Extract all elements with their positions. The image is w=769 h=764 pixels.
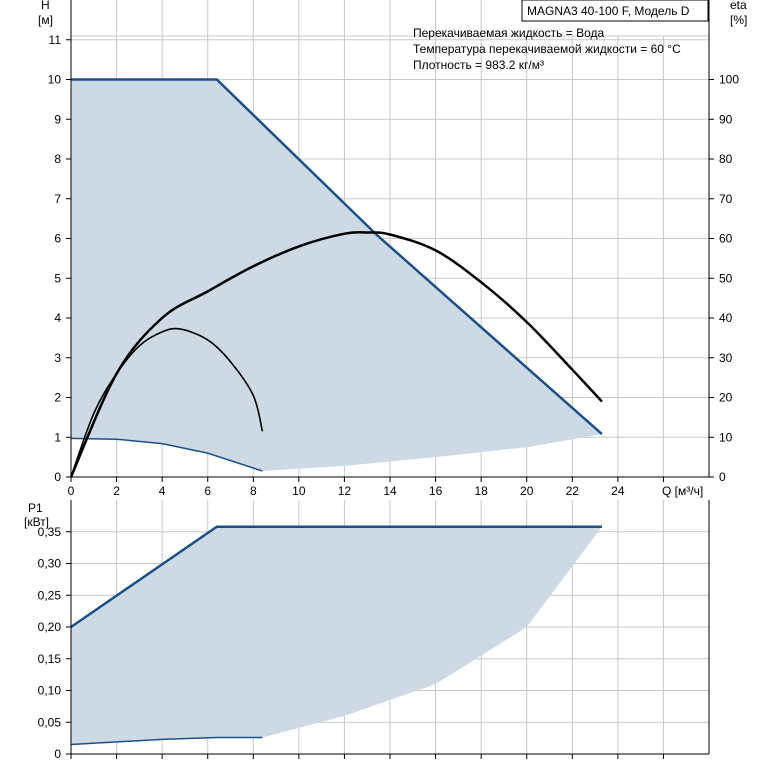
- top-envelope-area: [71, 79, 602, 477]
- p1-tick-label: 0,35: [38, 525, 62, 539]
- q-tick-label: 6: [204, 484, 211, 498]
- eta-tick-label: 50: [719, 271, 733, 285]
- h-tick-label: 7: [54, 192, 61, 206]
- p1-tick-label: 0,30: [38, 557, 62, 571]
- q-tick-label: 14: [383, 484, 397, 498]
- q-tick-label: 12: [338, 484, 352, 498]
- q-tick-label: 16: [429, 484, 443, 498]
- h-axis-unit: [м]: [38, 13, 53, 27]
- eta-tick-label: 20: [719, 391, 733, 405]
- q-tick-label: 24: [611, 484, 625, 498]
- h-tick-label: 2: [54, 391, 61, 405]
- top-series: [69, 78, 603, 478]
- q-tick-label: 8: [250, 484, 257, 498]
- h-tick-label: 5: [54, 271, 61, 285]
- q-tick-label: 2: [113, 484, 120, 498]
- h-tick-label: 1: [54, 430, 61, 444]
- q-tick-label: 18: [474, 484, 488, 498]
- power-envelope-area: [71, 526, 602, 745]
- eta-tick-label: 70: [719, 192, 733, 206]
- h-tick-label: 9: [54, 112, 61, 126]
- bottom-axes: 0 0,05 0,10 0,15 0,20 0,25 0,30 0,35: [38, 500, 710, 761]
- eta-axis-unit: [%]: [730, 13, 747, 27]
- max-speed-head-curve: [71, 78, 603, 436]
- info-line-density: Плотность = 983.2 кг/м³: [413, 58, 544, 72]
- model-box: [521, 0, 709, 22]
- eta-tick-label: 100: [719, 73, 739, 87]
- info-line-temperature: Температура перекачиваемой жидкости = 60…: [413, 42, 681, 56]
- eta-tick-label: 90: [719, 112, 733, 126]
- min-speed-efficiency-curve: [70, 327, 264, 478]
- p1-tick-label: 0,05: [38, 715, 62, 729]
- q-tick-label: 20: [520, 484, 534, 498]
- model-label: MAGNA3 40-100 F, Модель D: [527, 4, 690, 18]
- min-speed-power-curve: [70, 736, 263, 746]
- h-tick-label: 10: [48, 73, 62, 87]
- max-speed-power-curve: [70, 525, 602, 629]
- info-block: MAGNA3 40-100 F, Модель D Перекачиваемая…: [413, 0, 709, 72]
- q-tick-label: 4: [159, 484, 166, 498]
- max-speed-efficiency-curve: [69, 230, 603, 478]
- h-tick-label: 3: [54, 351, 61, 365]
- eta-axis-label: eta: [730, 0, 747, 12]
- h-tick-label: 8: [54, 152, 61, 166]
- eta-tick-label: 40: [719, 311, 733, 325]
- eta-tick-label: 0: [719, 470, 726, 484]
- info-line-fluid: Перекачиваемая жидкость = Вода: [413, 26, 605, 40]
- q-tick-label: 22: [566, 484, 580, 498]
- h-tick-label: 11: [49, 33, 62, 47]
- min-speed-head-curve: [70, 437, 263, 472]
- p1-axis-label: P1: [28, 501, 43, 515]
- p1-tick-label: 0: [54, 747, 61, 761]
- eta-tick-label: 10: [719, 430, 733, 444]
- axis-titles: H [м] eta [%] Q [м³/ч] P1 [кВт]: [24, 0, 747, 529]
- h-tick-label: 0: [54, 470, 61, 484]
- bottom-series: [70, 525, 602, 746]
- q-tick-label: 10: [292, 484, 306, 498]
- h-tick-label: 6: [54, 232, 61, 246]
- p1-tick-label: 0,15: [38, 652, 62, 666]
- eta-tick-label: 80: [719, 152, 733, 166]
- q-axis-label: Q [м³/ч]: [662, 484, 703, 498]
- p1-tick-label: 0,25: [38, 588, 62, 602]
- p1-tick-label: 0,20: [38, 620, 62, 634]
- p1-tick-label: 0,10: [38, 684, 62, 698]
- h-axis-label: H: [41, 0, 50, 12]
- eta-tick-label: 30: [719, 351, 733, 365]
- eta-tick-label: 60: [719, 232, 733, 246]
- h-tick-label: 4: [54, 311, 61, 325]
- q-tick-label: 0: [68, 484, 75, 498]
- p1-axis-unit: [кВт]: [24, 515, 49, 529]
